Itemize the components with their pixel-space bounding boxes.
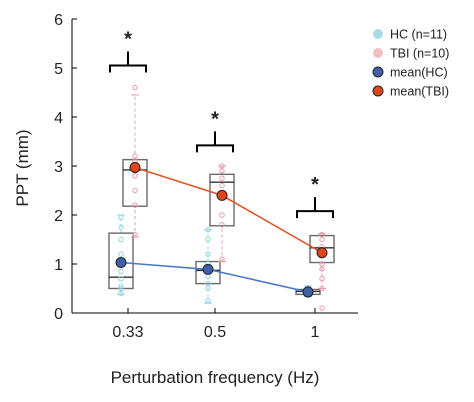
significance-bracket <box>109 51 147 73</box>
y-tick-label: 2 <box>54 208 63 225</box>
y-tick-label: 3 <box>54 159 63 176</box>
box-tbi <box>122 158 148 207</box>
data-point <box>219 222 225 228</box>
x-tick-label: 0.33 <box>112 324 143 341</box>
mean-marker-tbi <box>129 161 141 173</box>
data-point <box>118 285 124 292</box>
data-point <box>132 202 138 208</box>
box-tbi <box>209 173 235 227</box>
data-point <box>219 256 225 262</box>
data-point <box>118 276 124 282</box>
significance-bracket <box>296 197 334 219</box>
data-point <box>319 276 325 282</box>
y-tick-label: 1 <box>54 257 63 274</box>
box-tbi <box>309 234 335 264</box>
y-tick-label: 6 <box>54 12 63 29</box>
legend-label: mean(HC) <box>390 66 448 80</box>
legend-marker <box>372 85 384 97</box>
data-point <box>319 285 325 292</box>
mean-marker-hc <box>115 257 127 269</box>
data-point <box>205 298 211 304</box>
mean-marker-tbi <box>216 189 228 201</box>
data-point <box>319 236 325 243</box>
y-axis-label: PPT (mm) <box>13 129 32 206</box>
mean-marker-hc <box>202 263 214 275</box>
data-point <box>132 153 138 159</box>
mean-marker-tbi <box>316 247 328 259</box>
y-tick-label: 5 <box>54 61 63 78</box>
data-point <box>118 214 124 221</box>
data-point <box>205 227 211 233</box>
legend-label: TBI (n=10) <box>390 47 449 61</box>
legend: HC (n=11) TBI (n=10) mean(HC) mean(TBI) <box>372 28 449 99</box>
x-axis-label: Perturbation frequency (Hz) <box>111 368 320 387</box>
legend-label: mean(TBI) <box>390 85 449 99</box>
data-point <box>132 173 138 179</box>
data-point <box>132 84 138 91</box>
data-point <box>205 236 211 243</box>
chart-marks: * * * <box>108 29 335 311</box>
data-point <box>118 224 124 230</box>
data-point <box>319 261 325 267</box>
data-point <box>219 182 225 189</box>
y-tick-label: 0 <box>54 306 63 323</box>
significance-label: * <box>211 108 219 130</box>
significance-bracket <box>196 131 234 153</box>
data-point <box>118 236 124 243</box>
data-point <box>319 231 325 238</box>
data-point <box>132 187 138 194</box>
data-point <box>205 251 211 257</box>
data-point <box>118 251 124 257</box>
data-point <box>219 212 225 218</box>
mean-marker-hc <box>302 286 314 298</box>
data-point <box>132 231 138 238</box>
data-point <box>219 163 225 169</box>
x-tick-label: 1 <box>311 324 320 341</box>
y-tick-label: 4 <box>54 110 63 127</box>
significance-label: * <box>124 29 132 51</box>
mean-line-tbi <box>134 166 323 254</box>
axes: 0 1 2 3 4 5 6 0.33 0.5 1 <box>54 12 358 341</box>
significance-label: * <box>311 174 319 196</box>
data-point <box>118 283 124 289</box>
legend-marker <box>373 29 383 39</box>
legend-marker <box>372 66 384 78</box>
mean-line-hc <box>120 261 309 293</box>
legend-marker <box>373 48 383 58</box>
data-point <box>319 305 325 311</box>
data-point <box>219 175 225 181</box>
data-point <box>205 280 211 287</box>
data-point <box>118 268 124 275</box>
legend-label: HC (n=11) <box>390 28 447 42</box>
x-tick-label: 0.5 <box>204 324 226 341</box>
